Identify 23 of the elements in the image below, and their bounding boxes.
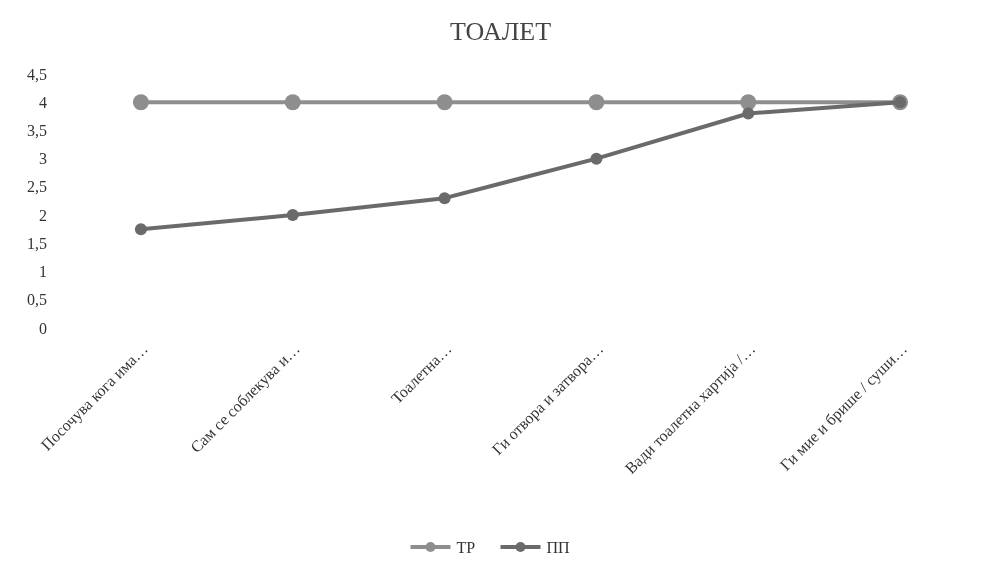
point [590,152,603,165]
y-tick-label: 2 [39,206,47,224]
point [742,107,755,120]
y-tick-label: 0 [39,319,47,337]
point [436,94,453,111]
point [134,223,147,236]
y-tick-label: 3,5 [27,122,47,140]
chart-title: ТОАЛЕТ [449,17,552,46]
point [132,94,149,111]
y-tick-label: 3 [39,150,47,168]
y-tick-label: 1,5 [27,234,47,252]
point [588,94,605,111]
y-tick-label: 0,5 [27,291,47,309]
legend-label: ТР [456,538,476,556]
y-tick-label: 4,5 [27,65,47,83]
y-tick-label: 2,5 [27,178,47,196]
point [438,192,451,205]
point [286,209,299,222]
legend-label: ПП [546,538,571,556]
y-tick-label: 1 [39,263,47,281]
point [740,94,757,111]
y-tick-label: 4 [39,93,47,111]
point [284,94,301,111]
